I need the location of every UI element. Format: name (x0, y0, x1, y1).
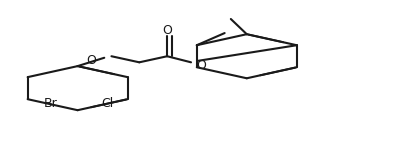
Text: O: O (196, 59, 206, 72)
Text: O: O (162, 24, 172, 37)
Text: O: O (87, 54, 96, 67)
Text: Br: Br (43, 97, 57, 110)
Text: Cl: Cl (101, 97, 114, 110)
